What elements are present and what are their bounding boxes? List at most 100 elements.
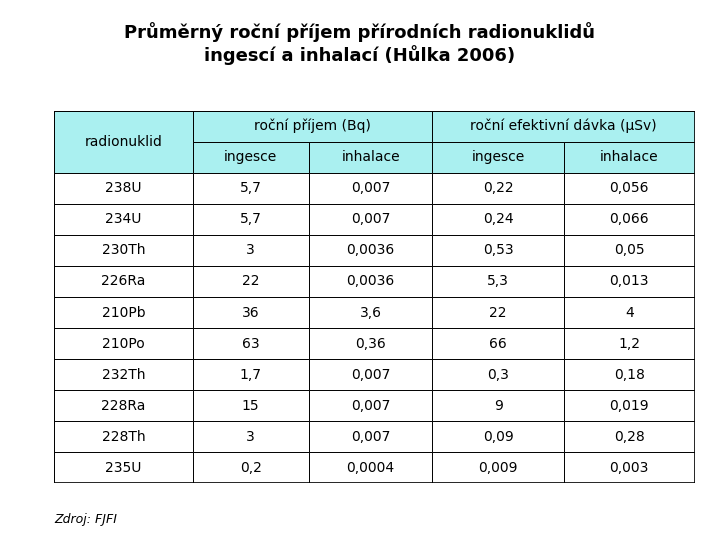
- Text: 210Pb: 210Pb: [102, 306, 145, 320]
- Text: 22: 22: [242, 274, 259, 288]
- Bar: [564, 359, 695, 390]
- Text: 3,6: 3,6: [360, 306, 382, 320]
- Text: Zdroj: FJFI: Zdroj: FJFI: [54, 514, 117, 526]
- Text: 0,24: 0,24: [482, 212, 513, 226]
- Bar: [433, 173, 564, 204]
- Bar: [433, 235, 564, 266]
- Bar: [309, 297, 433, 328]
- Bar: [193, 421, 309, 452]
- Bar: [193, 297, 309, 328]
- Bar: [309, 421, 433, 452]
- Bar: [564, 266, 695, 297]
- Bar: [433, 204, 564, 235]
- Text: 3: 3: [246, 430, 255, 444]
- Bar: [54, 235, 193, 266]
- Bar: [193, 204, 309, 235]
- Bar: [564, 453, 695, 483]
- Bar: [433, 111, 695, 141]
- Text: 0,007: 0,007: [351, 181, 390, 195]
- Text: 0,009: 0,009: [478, 461, 518, 475]
- Bar: [564, 204, 695, 235]
- Text: 0,066: 0,066: [609, 212, 649, 226]
- Bar: [309, 359, 433, 390]
- Text: 66: 66: [489, 336, 507, 350]
- Bar: [193, 111, 433, 141]
- Bar: [309, 453, 433, 483]
- Bar: [433, 266, 564, 297]
- Text: 0,007: 0,007: [351, 212, 390, 226]
- Text: 0,05: 0,05: [614, 244, 644, 258]
- Text: 0,007: 0,007: [351, 368, 390, 382]
- Bar: [54, 111, 193, 173]
- Bar: [54, 266, 193, 297]
- Bar: [564, 390, 695, 421]
- Text: ingesce: ingesce: [472, 150, 525, 164]
- Text: 0,0036: 0,0036: [346, 274, 395, 288]
- Bar: [433, 390, 564, 421]
- Text: 0,007: 0,007: [351, 430, 390, 444]
- Text: 15: 15: [242, 399, 259, 413]
- Bar: [433, 421, 564, 452]
- Bar: [54, 173, 193, 204]
- Text: 0,0036: 0,0036: [346, 244, 395, 258]
- Bar: [309, 328, 433, 359]
- Text: 0,3: 0,3: [487, 368, 509, 382]
- Text: 228Th: 228Th: [102, 430, 145, 444]
- Bar: [433, 359, 564, 390]
- Bar: [309, 266, 433, 297]
- Bar: [564, 297, 695, 328]
- Bar: [309, 141, 433, 173]
- Text: 235U: 235U: [105, 461, 142, 475]
- Bar: [309, 204, 433, 235]
- Text: 0,019: 0,019: [609, 399, 649, 413]
- Bar: [433, 328, 564, 359]
- Bar: [309, 235, 433, 266]
- Text: 63: 63: [242, 336, 259, 350]
- Bar: [193, 453, 309, 483]
- Text: 0,003: 0,003: [610, 461, 649, 475]
- Text: 0,013: 0,013: [609, 274, 649, 288]
- Bar: [193, 266, 309, 297]
- Text: 230Th: 230Th: [102, 244, 145, 258]
- Bar: [193, 328, 309, 359]
- Text: inhalace: inhalace: [341, 150, 400, 164]
- Bar: [193, 173, 309, 204]
- Bar: [193, 235, 309, 266]
- Text: ingesce: ingesce: [224, 150, 277, 164]
- Bar: [309, 390, 433, 421]
- Bar: [54, 359, 193, 390]
- Text: 0,36: 0,36: [355, 336, 386, 350]
- Text: 22: 22: [490, 306, 507, 320]
- Text: 234U: 234U: [105, 212, 142, 226]
- Text: 0,18: 0,18: [613, 368, 644, 382]
- Bar: [564, 235, 695, 266]
- Text: 1,2: 1,2: [618, 336, 640, 350]
- Text: 0,22: 0,22: [482, 181, 513, 195]
- Text: 9: 9: [494, 399, 503, 413]
- Text: 0,2: 0,2: [240, 461, 261, 475]
- Bar: [193, 359, 309, 390]
- Text: 226Ra: 226Ra: [101, 274, 145, 288]
- Bar: [564, 421, 695, 452]
- Bar: [54, 204, 193, 235]
- Bar: [433, 297, 564, 328]
- Bar: [433, 453, 564, 483]
- Bar: [564, 141, 695, 173]
- Text: 0,28: 0,28: [614, 430, 644, 444]
- Text: 238U: 238U: [105, 181, 142, 195]
- Text: roční příjem (Bq): roční příjem (Bq): [254, 119, 371, 133]
- Bar: [433, 141, 564, 173]
- Text: 232Th: 232Th: [102, 368, 145, 382]
- Text: 0,0004: 0,0004: [346, 461, 395, 475]
- Text: 1,7: 1,7: [240, 368, 262, 382]
- Text: inhalace: inhalace: [600, 150, 659, 164]
- Text: 0,53: 0,53: [482, 244, 513, 258]
- Text: roční efektivní dávka (μSv): roční efektivní dávka (μSv): [470, 119, 657, 133]
- Bar: [309, 173, 433, 204]
- Bar: [54, 390, 193, 421]
- Text: 0,056: 0,056: [609, 181, 649, 195]
- Text: 0,09: 0,09: [482, 430, 513, 444]
- Bar: [564, 173, 695, 204]
- Text: 5,7: 5,7: [240, 181, 261, 195]
- Text: 36: 36: [242, 306, 259, 320]
